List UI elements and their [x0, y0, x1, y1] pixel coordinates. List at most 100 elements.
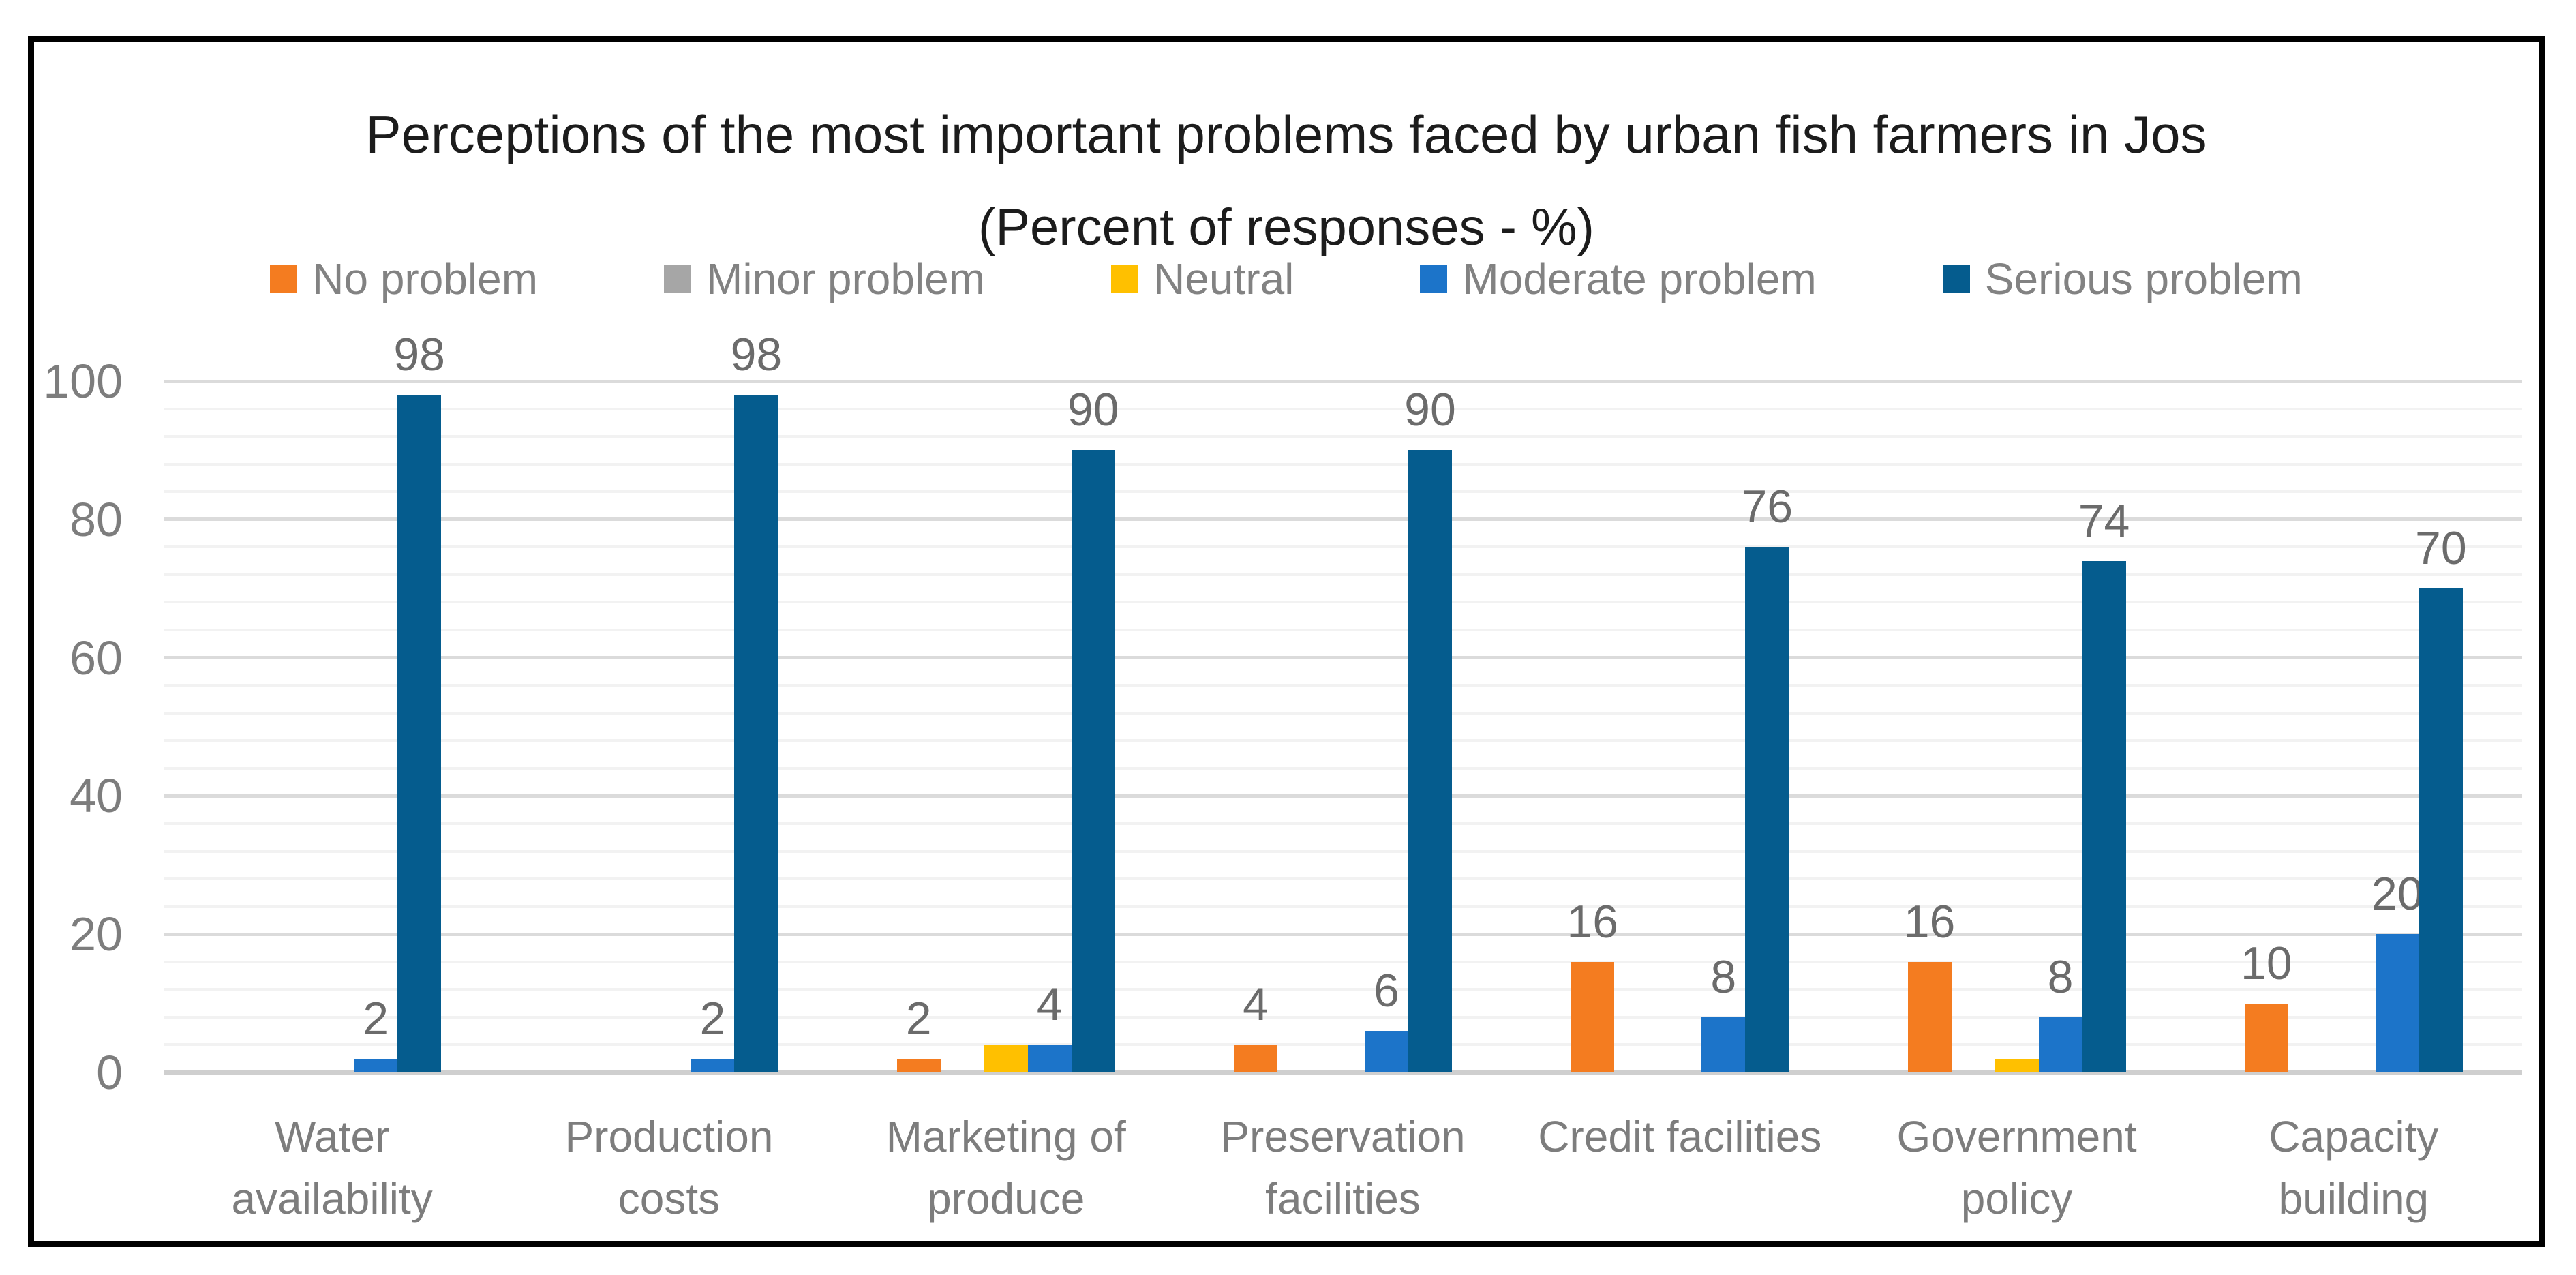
bar [896, 1058, 941, 1072]
bar [734, 395, 778, 1072]
legend-item: Neutral [1111, 254, 1294, 304]
minor-gridline [164, 629, 2522, 632]
bars-layer: 2 98 2 98 2 4 90 4 6 90 16 8 76 16 8 74 10 20 70 [164, 329, 2522, 1072]
bar-value-label: 76 [1741, 481, 1793, 533]
bar [1907, 961, 1952, 1072]
major-gridline [164, 656, 2522, 660]
bar-value-label: 20 [2372, 868, 2423, 920]
minor-gridline [164, 711, 2522, 715]
y-tick-label: 60 [70, 631, 123, 685]
legend-label: Minor problem [706, 254, 986, 303]
bar [2038, 1017, 2082, 1072]
minor-gridline [164, 462, 2522, 466]
bar-slot [2332, 381, 2376, 1072]
y-tick-label: 100 [43, 355, 123, 408]
bar-slot: 10 [2241, 381, 2292, 1072]
bar-slot [647, 381, 691, 1072]
y-tick-label: 80 [70, 492, 123, 546]
bar-value-label: 6 [1374, 965, 1399, 1017]
plot-area: 0 20 40 60 80 100 2 98 2 98 2 4 90 4 6 90 16 8 76 16 8 74 10 2… [43, 329, 2522, 1099]
bar-slot: 90 [1404, 381, 1456, 1072]
bar-value-label: 70 [2415, 522, 2467, 575]
category-label: Production costs [564, 1112, 774, 1223]
minor-gridline [164, 822, 2522, 825]
minor-gridline [164, 766, 2522, 770]
bar-slot: 70 [2415, 381, 2467, 1072]
bar-value-label: 16 [1566, 895, 1619, 948]
bar-value-label: 90 [1404, 384, 1456, 436]
legend-swatch [270, 265, 298, 292]
legend-swatch [1942, 265, 1970, 292]
bar-slot: 98 [731, 329, 782, 1072]
category-group: 2 4 90 [838, 381, 1175, 1072]
bar-slot [223, 381, 267, 1072]
bar-value-label: 4 [1243, 978, 1269, 1031]
minor-gridline [164, 490, 2522, 494]
minor-gridline [164, 684, 2522, 687]
bar [397, 395, 442, 1072]
bar [1408, 450, 1452, 1072]
minor-gridline [164, 905, 2522, 908]
major-gridline [164, 932, 2522, 936]
bar-slot: 90 [1067, 381, 1119, 1072]
bar-slot [310, 381, 354, 1072]
bar-slot: 2 [354, 381, 398, 1072]
bar-slot [560, 381, 603, 1072]
x-axis-labels: Water availability Production costs Market… [164, 1106, 2522, 1230]
chart-title: Perceptions of the most important proble… [365, 104, 2207, 164]
category-group: 16 8 74 [1848, 381, 2185, 1072]
legend-swatch [1420, 265, 1448, 292]
bar [1233, 1045, 1277, 1072]
legend-item: Serious problem [1942, 254, 2303, 304]
legend-item: Minor problem [664, 254, 985, 304]
category-group: 16 8 76 [1511, 381, 1848, 1072]
x-axis-line [164, 1070, 2522, 1075]
major-gridline [164, 379, 2522, 383]
y-tick-label: 20 [70, 907, 123, 961]
legend-label: No problem [312, 254, 539, 303]
bar-value-label: 4 [1036, 978, 1063, 1031]
bar [691, 1058, 735, 1072]
bar [1071, 450, 1115, 1072]
bar [1701, 1017, 1746, 1072]
bar [2419, 588, 2463, 1072]
minor-gridline [164, 988, 2522, 991]
bar-value-label: 98 [730, 329, 783, 381]
bar-slot [1277, 381, 1321, 1072]
bar [1745, 547, 1789, 1072]
bar-slot [1658, 381, 1701, 1072]
bar-slot [603, 381, 647, 1072]
bar-slot: 16 [1566, 381, 1618, 1072]
bar-slot [1614, 381, 1658, 1072]
major-gridline [164, 518, 2522, 522]
bar-slot [984, 381, 1028, 1072]
legend: No problem Minor problem Neutral Moderate p… [28, 254, 2545, 304]
minor-gridline [164, 601, 2522, 604]
bar [2375, 934, 2419, 1072]
category-label: Credit facilities [1538, 1112, 1822, 1161]
bar-slot [2288, 381, 2332, 1072]
minor-gridline [164, 407, 2522, 410]
bar-slot: 8 [1701, 381, 1746, 1072]
minor-gridline [164, 1043, 2522, 1047]
y-tick-label: 40 [70, 769, 123, 823]
legend-swatch [664, 265, 692, 292]
bar-value-label: 74 [2078, 494, 2130, 547]
bar [2244, 1003, 2288, 1072]
minor-gridline [164, 739, 2522, 742]
category-group: 10 20 70 [2185, 381, 2522, 1072]
bar-value-label: 16 [1903, 895, 1956, 948]
bar-slot: 4 [1233, 381, 1277, 1072]
legend-item: No problem [270, 254, 538, 304]
legend-item: Moderate problem [1420, 254, 1817, 304]
bar-slot: 2 [896, 381, 941, 1072]
category-label: Government policy [1896, 1112, 2137, 1223]
legend-label: Neutral [1153, 254, 1294, 303]
category-label: Capacity building [2269, 1112, 2439, 1223]
bar-value-label: 2 [363, 992, 389, 1045]
bar-value-label: 10 [2241, 937, 2292, 989]
bar-value-label: 98 [393, 329, 445, 381]
bar [2082, 560, 2126, 1072]
y-tick-label: 0 [96, 1046, 123, 1099]
